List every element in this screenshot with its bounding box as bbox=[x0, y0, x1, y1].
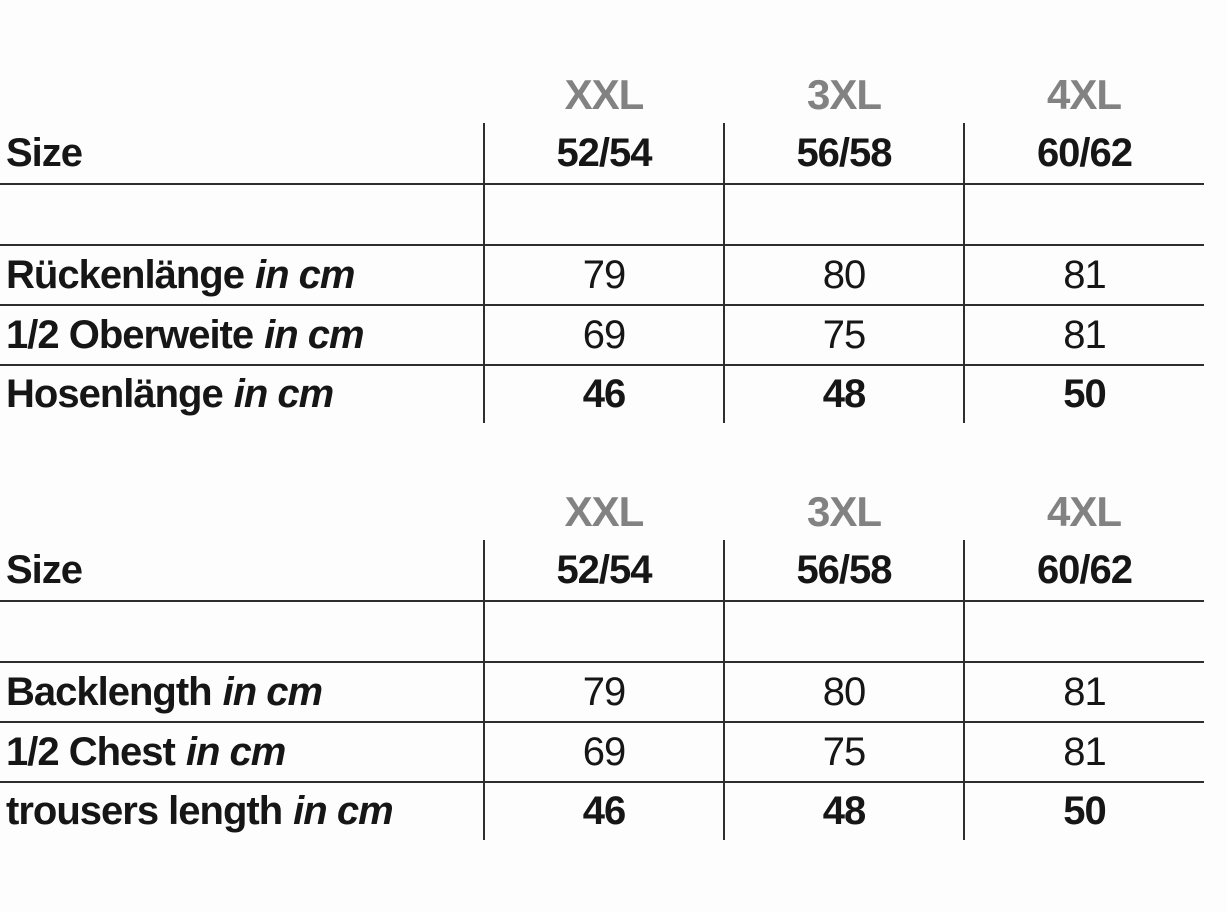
size-class-header: XXL bbox=[564, 488, 645, 535]
measurement-label-cell: 1/2 Oberweite in cm bbox=[0, 305, 484, 366]
empty-cell bbox=[723, 184, 964, 246]
measurement-label-cell: Backlength in cm bbox=[0, 662, 484, 723]
measurement-unit: in cm bbox=[293, 789, 393, 833]
empty-cell bbox=[483, 601, 724, 663]
measurement-label: Backlength bbox=[6, 669, 213, 714]
measurement-label-cell: 1/2 Chest in cm bbox=[0, 722, 484, 783]
size-class-header-row: XXL 3XL 4XL bbox=[0, 481, 1204, 540]
table-row: 1/2 Oberweite in cm 69 75 81 bbox=[0, 305, 1204, 366]
size-class-header-row: XXL 3XL 4XL bbox=[0, 64, 1204, 123]
measurement-unit: in cm bbox=[254, 252, 355, 297]
measurement-value: 79 bbox=[483, 662, 724, 723]
corner-spacer bbox=[0, 64, 484, 123]
size-range: 52/54 bbox=[483, 123, 724, 185]
table-row: 1/2 Chest in cm 69 75 81 bbox=[0, 722, 1204, 783]
measurement-value: 81 bbox=[963, 662, 1204, 723]
size-class-header: 3XL bbox=[806, 488, 882, 535]
measurement-value: 80 bbox=[723, 245, 964, 306]
measurement-value: 48 bbox=[723, 365, 964, 423]
spacer-row bbox=[0, 601, 1204, 663]
measurement-value: 75 bbox=[723, 722, 964, 783]
measurement-value: 48 bbox=[723, 782, 964, 840]
measurement-value: 69 bbox=[483, 722, 724, 783]
size-table-german: XXL 3XL 4XL Size 52/54 56/58 60/62 Rücke… bbox=[0, 64, 1204, 423]
size-range-row: Size 52/54 56/58 60/62 bbox=[0, 540, 1204, 602]
measurement-label: Hosenlänge bbox=[6, 372, 224, 416]
size-row-label: Size bbox=[0, 123, 484, 185]
table-row: Backlength in cm 79 80 81 bbox=[0, 662, 1204, 723]
measurement-label: 1/2 Oberweite bbox=[6, 312, 254, 357]
measurement-value: 69 bbox=[483, 305, 724, 366]
table-row: trousers length in cm 46 48 50 bbox=[0, 782, 1204, 840]
measurement-label: Rückenlänge bbox=[6, 252, 245, 297]
measurement-value: 81 bbox=[963, 305, 1204, 366]
measurement-value: 79 bbox=[483, 245, 724, 306]
measurement-label-cell: trousers length in cm bbox=[0, 782, 484, 840]
measurement-label: 1/2 Chest bbox=[6, 729, 176, 774]
size-table-english: XXL 3XL 4XL Size 52/54 56/58 60/62 Backl… bbox=[0, 481, 1204, 840]
empty-cell bbox=[483, 184, 724, 246]
measurement-unit: in cm bbox=[222, 669, 323, 714]
spacer-row bbox=[0, 184, 1204, 246]
measurement-value: 50 bbox=[963, 782, 1204, 840]
size-class-header: 4XL bbox=[1046, 71, 1122, 118]
table-row: Hosenlänge in cm 46 48 50 bbox=[0, 365, 1204, 423]
measurement-value: 81 bbox=[963, 722, 1204, 783]
size-range-row: Size 52/54 56/58 60/62 bbox=[0, 123, 1204, 185]
size-class-header: 3XL bbox=[806, 71, 882, 118]
measurement-value: 80 bbox=[723, 662, 964, 723]
size-row-label: Size bbox=[0, 540, 484, 602]
measurement-unit: in cm bbox=[233, 372, 334, 416]
size-range: 60/62 bbox=[963, 123, 1204, 185]
empty-cell bbox=[963, 601, 1204, 663]
measurement-value: 50 bbox=[963, 365, 1204, 423]
size-range: 60/62 bbox=[963, 540, 1204, 602]
measurement-label: trousers length bbox=[6, 789, 283, 833]
measurement-value: 46 bbox=[483, 365, 724, 423]
measurement-value: 81 bbox=[963, 245, 1204, 306]
size-class-header: 4XL bbox=[1046, 488, 1122, 535]
empty-cell bbox=[0, 184, 484, 246]
empty-cell bbox=[723, 601, 964, 663]
empty-cell bbox=[963, 184, 1204, 246]
size-class-header: XXL bbox=[564, 71, 645, 118]
measurement-unit: in cm bbox=[185, 729, 286, 774]
size-range: 52/54 bbox=[483, 540, 724, 602]
corner-spacer bbox=[0, 481, 484, 540]
size-range: 56/58 bbox=[723, 123, 964, 185]
empty-cell bbox=[0, 601, 484, 663]
size-range: 56/58 bbox=[723, 540, 964, 602]
measurement-label-cell: Rückenlänge in cm bbox=[0, 245, 484, 306]
measurement-value: 46 bbox=[483, 782, 724, 840]
measurement-label-cell: Hosenlänge in cm bbox=[0, 365, 484, 423]
measurement-unit: in cm bbox=[264, 312, 364, 357]
table-row: Rückenlänge in cm 79 80 81 bbox=[0, 245, 1204, 306]
measurement-value: 75 bbox=[723, 305, 964, 366]
